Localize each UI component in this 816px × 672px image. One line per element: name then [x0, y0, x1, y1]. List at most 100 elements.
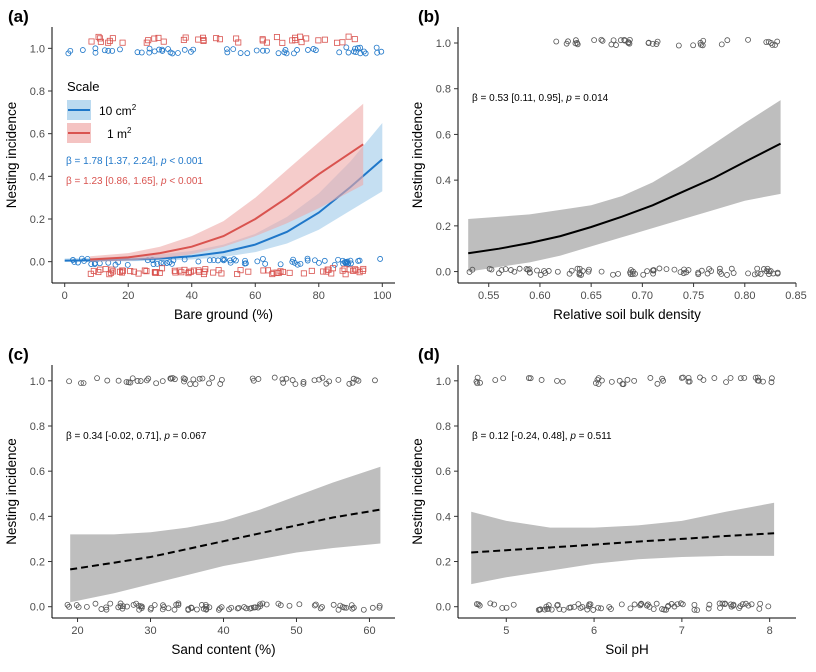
data-point-absence	[321, 257, 328, 264]
data-point-presence	[354, 45, 361, 51]
data-point-absence	[156, 269, 163, 276]
data-point-absence	[765, 603, 772, 610]
data-point-presence	[125, 379, 132, 386]
data-point-presence	[213, 35, 220, 42]
data-point-absence	[728, 265, 735, 272]
data-point-presence	[97, 38, 104, 45]
data-point-presence	[283, 50, 290, 57]
data-point-presence	[101, 47, 108, 54]
data-point-absence	[339, 267, 346, 274]
data-point-absence	[95, 269, 102, 276]
data-point-absence	[270, 269, 277, 276]
panel-0: (a) 0.0 0.2 0.4 0.6 0.8 1.0 0 20 40 60 80 100 Bare gr…	[4, 7, 395, 322]
y-tick-label: 0.2	[436, 557, 451, 569]
data-point-presence	[690, 42, 697, 49]
data-point-absence	[627, 605, 634, 612]
confidence-band	[471, 502, 775, 585]
data-point-presence	[94, 375, 100, 382]
panel-3: (d) 0.0 0.2 0.4 0.6 0.8 1.0 5 6 7 8 Soil pH Nesting …	[410, 345, 796, 657]
data-point-absence	[154, 260, 161, 267]
data-point-presence	[279, 39, 286, 46]
data-point-absence	[730, 601, 737, 608]
data-point-presence	[78, 380, 84, 387]
y-axis-title: Nesting incidence	[410, 102, 425, 209]
data-point-presence	[334, 39, 341, 46]
data-point-presence	[610, 37, 617, 44]
data-point-absence	[173, 601, 180, 608]
data-point-presence	[660, 377, 667, 384]
data-point-presence	[305, 47, 311, 53]
data-point-absence	[748, 601, 755, 608]
data-point-presence	[160, 38, 167, 45]
data-point-absence	[324, 266, 331, 273]
data-point-absence	[286, 602, 293, 609]
data-point-presence	[769, 42, 776, 48]
data-point-absence	[242, 257, 248, 264]
y-tick-label: 1.0	[436, 376, 451, 388]
data-point-presence	[594, 376, 601, 383]
x-tick-label: 0.65	[580, 290, 601, 302]
data-point-absence	[724, 272, 730, 278]
data-point-presence	[624, 376, 631, 383]
x-tick-label: 8	[767, 625, 773, 637]
y-tick-label: 0.2	[30, 214, 45, 226]
data-point-absence	[330, 601, 337, 608]
data-point-absence	[541, 606, 548, 613]
data-point-absence	[650, 270, 657, 277]
data-point-absence	[341, 265, 348, 272]
data-point-presence	[283, 375, 290, 382]
data-point-absence	[96, 260, 103, 267]
data-point-presence	[216, 36, 223, 43]
data-point-absence	[277, 261, 284, 268]
data-point-presence	[310, 46, 317, 52]
data-point-absence	[195, 267, 202, 274]
data-point-absence	[106, 271, 113, 278]
panel-2: (c) 0.0 0.2 0.4 0.6 0.8 1.0 20 30 40 50 60 Sand cont…	[4, 345, 395, 657]
data-point-presence	[343, 44, 350, 51]
data-point-presence	[477, 379, 483, 386]
data-point-presence	[199, 375, 206, 382]
data-point-absence	[598, 605, 604, 612]
data-point-absence	[719, 600, 726, 607]
data-point-presence	[700, 377, 707, 383]
y-tick-label: 0.4	[436, 511, 451, 523]
data-point-presence	[616, 377, 623, 384]
data-point-presence	[686, 378, 693, 385]
fitted-line	[471, 532, 775, 554]
data-point-absence	[566, 604, 573, 611]
data-point-absence	[350, 267, 357, 274]
y-tick-label: 0.6	[436, 466, 451, 478]
data-point-presence	[768, 375, 775, 382]
data-point-absence	[716, 265, 723, 272]
data-point-presence	[200, 34, 207, 41]
data-point-absence	[510, 601, 517, 608]
legend-label-sup: 2	[132, 103, 137, 112]
data-point-absence	[297, 260, 304, 267]
data-point-absence	[269, 271, 276, 278]
data-point-absence	[316, 259, 322, 266]
data-point-absence	[376, 604, 383, 611]
legend-label-sup: 2	[127, 126, 132, 135]
data-point-presence	[760, 378, 766, 385]
data-point-absence	[73, 602, 80, 608]
data-point-absence	[64, 601, 71, 608]
data-point-presence	[697, 374, 703, 381]
data-point-absence	[548, 606, 555, 613]
x-axis-title: Relative soil bulk density	[553, 307, 701, 322]
data-point-absence	[296, 601, 303, 608]
data-point-presence	[190, 376, 197, 383]
data-point-presence	[233, 35, 240, 42]
data-point-presence	[209, 374, 216, 381]
data-point-absence	[348, 602, 355, 609]
data-point-presence	[727, 375, 734, 381]
legend-label: 1 m2	[107, 126, 132, 141]
confidence-band	[70, 466, 381, 603]
data-point-absence	[141, 267, 148, 274]
data-point-absence	[574, 265, 581, 272]
stat-suffix: < 0.001	[167, 156, 204, 167]
data-point-absence	[317, 605, 324, 612]
data-point-absence	[751, 271, 758, 278]
data-point-presence	[357, 44, 364, 51]
data-point-presence	[357, 50, 364, 57]
data-point-presence	[138, 49, 145, 56]
